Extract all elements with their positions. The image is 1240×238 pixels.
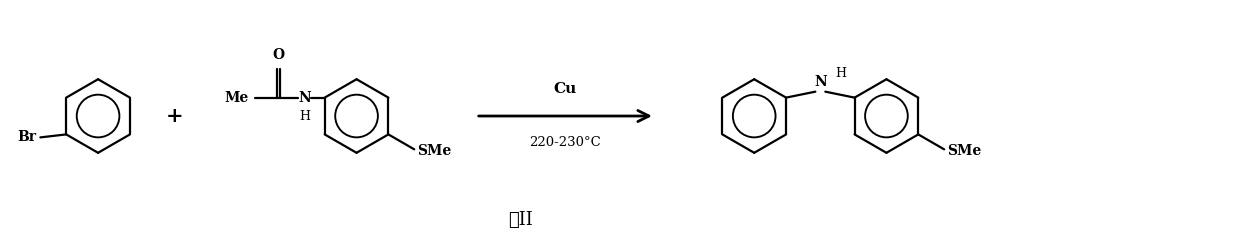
Text: H: H (836, 67, 846, 80)
Text: Cu: Cu (554, 82, 577, 96)
Text: O: O (273, 48, 285, 62)
Text: 式II: 式II (508, 211, 533, 229)
Text: H: H (299, 110, 310, 123)
Text: +: + (166, 106, 184, 126)
Text: N: N (299, 91, 311, 105)
Text: N: N (813, 75, 827, 89)
Text: 220-230°C: 220-230°C (529, 136, 601, 149)
Text: Me: Me (224, 91, 249, 105)
Text: SMe: SMe (417, 144, 451, 158)
Text: Br: Br (17, 130, 36, 144)
Text: SMe: SMe (947, 144, 981, 158)
